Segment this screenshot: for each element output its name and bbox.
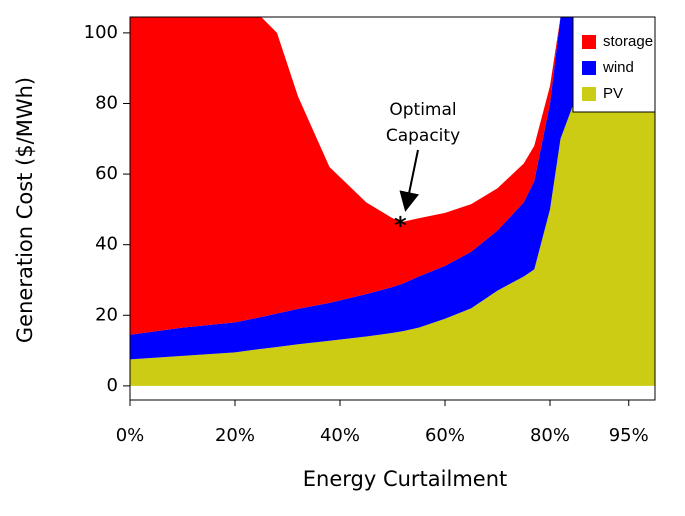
x-tick-label: 80% <box>530 425 570 446</box>
x-tick-label: 0% <box>116 425 145 446</box>
annotation-line: Optimal <box>389 100 456 120</box>
y-tick-label: 40 <box>95 234 118 255</box>
x-tick-label: 40% <box>320 425 360 446</box>
legend-label: PV <box>603 85 623 102</box>
plot-areas <box>130 17 655 386</box>
annotation-arrow <box>399 149 420 212</box>
area <box>130 17 655 335</box>
annotation-line: Capacity <box>386 126 460 146</box>
y-tick-label: 100 <box>84 22 118 43</box>
plot-frame <box>129 16 656 401</box>
legend-swatch <box>582 35 596 49</box>
legend-label: storage <box>603 33 653 50</box>
y-tick-label: 60 <box>95 163 118 184</box>
y-tick-label: 20 <box>95 304 118 325</box>
optimum-marker: * <box>394 212 407 240</box>
legend-label: wind <box>602 59 634 76</box>
area <box>130 17 655 386</box>
area <box>130 17 655 360</box>
x-tick-label: 60% <box>425 425 465 446</box>
x-tick-label: 20% <box>215 425 255 446</box>
y-tick-label: 80 <box>95 92 118 113</box>
legend-swatch <box>582 61 596 75</box>
x-axis-label: Energy Curtailment <box>303 467 508 491</box>
legend-swatch <box>582 87 596 101</box>
y-axis-label: Generation Cost ($/MWh) <box>13 77 37 343</box>
x-tick-label: 95% <box>609 425 649 446</box>
y-tick-label: 0 <box>107 375 118 396</box>
